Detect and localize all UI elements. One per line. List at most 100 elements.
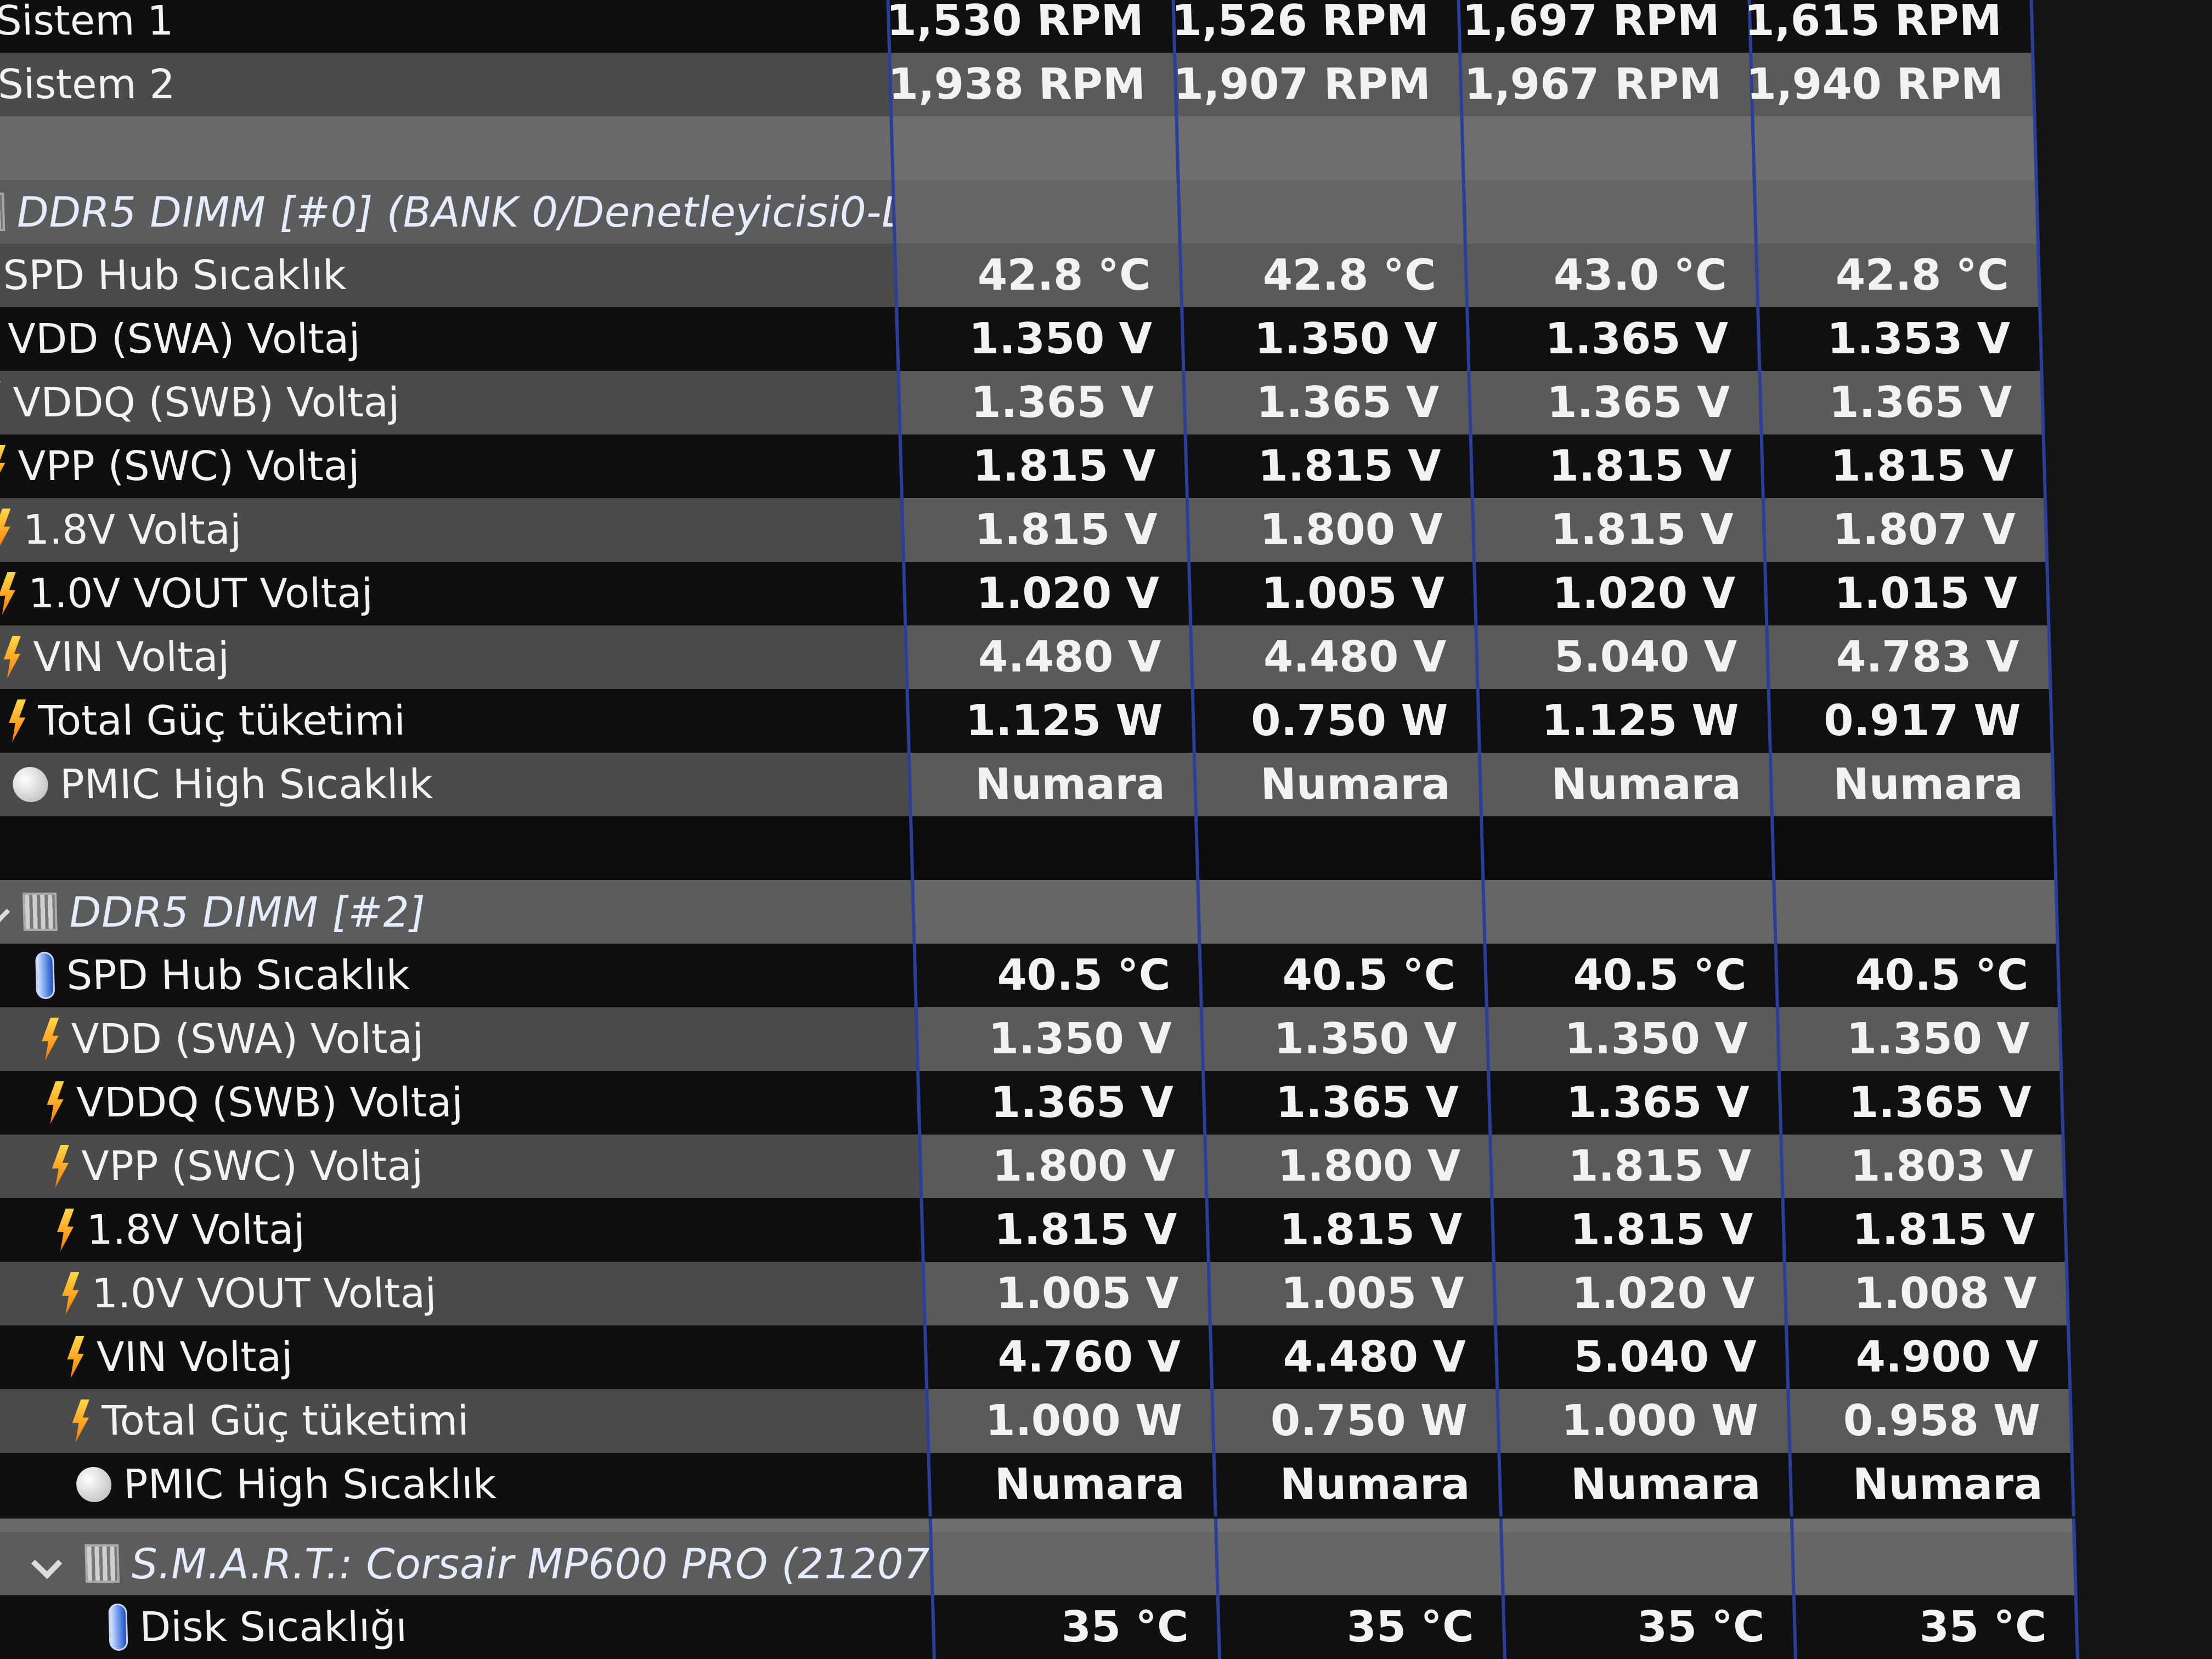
value-max: 40.5 °C: [1483, 944, 1776, 1007]
sensor-label-cell: VDDQ (SWB) Voltaj: [0, 1071, 918, 1135]
sensor-label-cell: PMIC High Sıcaklık: [0, 753, 910, 816]
value-min: 1.365 V: [1182, 371, 1469, 435]
sensor-label: SPD Hub Sıcaklık: [65, 952, 410, 999]
sensor-row[interactable]: PMIC High Sıcaklık Numara Numara Numara Numa…: [0, 753, 2056, 816]
sensor-row[interactable]: VPP (SWC) Voltaj 1.815 V 1.815 V 1.815 V 1.8…: [0, 435, 2047, 498]
value-current: 1.005 V: [921, 1262, 1209, 1325]
group-title: DDR5 DIMM [#0] (BANK 0/Denetleyicisi0-DI…: [16, 187, 893, 236]
sensor-row[interactable]: PMIC High Sıcaklık Numara Numara Numara Numa…: [0, 1453, 2075, 1516]
sensor-row[interactable]: VIN Voltaj 4.760 V 4.480 V 5.040 V 4.900 V: [0, 1325, 2072, 1389]
lightning-bolt-icon: [55, 1209, 75, 1251]
value-average: 1.365 V: [1758, 371, 2045, 435]
sensor-row[interactable]: SPD Hub Sıcaklık 40.5 °C 40.5 °C 40.5 °C 40.…: [0, 944, 2061, 1007]
sensor-row[interactable]: VIN Voltaj 4.480 V 4.480 V 5.040 V 4.783 V: [0, 625, 2052, 689]
value-min: 1.365 V: [1201, 1071, 1489, 1135]
value-max: 1,697 RPM: [1456, 0, 1750, 53]
sensor-label-cell: Sistem 1: [0, 0, 888, 53]
spacer-row: [0, 816, 2058, 880]
value-max: 1,967 RPM: [1458, 53, 1751, 116]
lightning-bolt-icon: [0, 381, 2, 424]
spacer-cell: [1480, 816, 1773, 880]
value-min: 35 °C: [1216, 1595, 1503, 1659]
value-max: 35 °C: [1501, 1595, 1794, 1659]
sensor-label: VIN Voltaj: [32, 634, 230, 681]
sensor-label-cell: Disk Sıcaklığı: [0, 1595, 933, 1659]
value-max: 1.815 V: [1469, 435, 1762, 498]
value-current: 1.350 V: [895, 307, 1182, 371]
sensor-row[interactable]: VPP (SWC) Voltaj 1.800 V 1.800 V 1.815 V 1.8…: [0, 1135, 2067, 1198]
value-current: 1.815 V: [919, 1198, 1207, 1262]
value-max: 5.040 V: [1494, 1325, 1787, 1389]
sensor-row[interactable]: 1.0V VOUT Voltaj 1.020 V 1.005 V 1.020 V 1.0…: [0, 562, 2051, 625]
group-header-smart-corsair-mp600[interactable]: S.M.A.R.T.: Corsair MP600 PRO (212079150…: [0, 1532, 2078, 1595]
value-min: 1.800 V: [1185, 498, 1473, 562]
sensor-row[interactable]: 1.0V VOUT Voltaj 1.005 V 1.005 V 1.020 V 1.0…: [0, 1262, 2070, 1325]
value-current: 1,938 RPM: [888, 53, 1175, 116]
value-max: 1.000 W: [1496, 1389, 1788, 1453]
value-average: Numara: [1788, 1453, 2075, 1516]
value-average: 4.900 V: [1785, 1325, 2072, 1389]
lightning-bolt-icon: [7, 699, 27, 742]
sensor-label-cell: SPD Hub Sıcaklık: [0, 244, 895, 307]
value-min: 1.350 V: [1180, 307, 1468, 371]
sensor-row-sistem-2[interactable]: Sistem 2 1,938 RPM 1,907 RPM 1,967 RPM 1…: [0, 53, 2036, 116]
lightning-bolt-icon: [66, 1336, 86, 1379]
collapse-chevron-icon[interactable]: [0, 900, 10, 924]
sensor-label: VPP (SWC) Voltaj: [81, 1143, 424, 1190]
sensor-label: VIN Voltaj: [96, 1334, 294, 1381]
value-max: Numara: [1497, 1453, 1790, 1516]
sensor-label-cell: SPD Hub Sıcaklık: [0, 944, 915, 1007]
value-average: 1.807 V: [1761, 498, 2049, 562]
value-max: 1.350 V: [1485, 1007, 1778, 1071]
value-max: Numara: [1477, 753, 1771, 816]
spacer-cell: [1499, 1532, 1792, 1595]
value-average: 0.917 W: [1767, 689, 2054, 753]
value-min: 1.005 V: [1187, 562, 1475, 625]
spacer-cell: [1772, 880, 2059, 944]
spacer-cell: [1462, 180, 1754, 244]
sensor-label-cell: PMIC High Sıcaklık: [0, 1453, 929, 1516]
lightning-bolt-icon: [0, 509, 12, 551]
value-average: 1,615 RPM: [1744, 0, 2035, 53]
value-max: 1.020 V: [1472, 562, 1765, 625]
spacer-row: [0, 116, 2038, 180]
spacer-cell: [929, 1532, 1216, 1595]
value-average: 4.783 V: [1765, 625, 2052, 689]
sensor-row[interactable]: VDDQ (SWB) Voltaj 1.365 V 1.365 V 1.365 V 1.…: [0, 371, 2045, 435]
sensor-row[interactable]: 1.8V Voltaj 1.815 V 1.800 V 1.815 V 1.807 V: [0, 498, 2049, 562]
spacer-cell: [1214, 1532, 1502, 1595]
sensor-label: 1.0V VOUT Voltaj: [91, 1270, 437, 1317]
sensor-row[interactable]: VDD (SWA) Voltaj 1.350 V 1.350 V 1.350 V 1.3…: [0, 1007, 2063, 1071]
value-average: 35 °C: [1792, 1595, 2079, 1659]
spacer-cell: [1194, 816, 1482, 880]
sensor-row-sistem-1[interactable]: Sistem 1 1,530 RPM 1,526 RPM 1,697 RPM 1…: [0, 0, 2035, 53]
value-average: 1,940 RPM: [1746, 53, 2036, 116]
sensor-label-cell: VIN Voltaj: [0, 1325, 926, 1389]
chevron-down-icon[interactable]: [31, 1548, 63, 1579]
sensor-row[interactable]: VDDQ (SWB) Voltaj 1.365 V 1.365 V 1.365 V 1.…: [0, 1071, 2065, 1135]
sensor-row[interactable]: VDD (SWA) Voltaj 1.350 V 1.350 V 1.365 V 1.3…: [0, 307, 2044, 371]
sensor-row[interactable]: 1.8V Voltaj 1.815 V 1.815 V 1.815 V 1.815 V: [0, 1198, 2068, 1262]
value-current: 4.760 V: [923, 1325, 1211, 1389]
sensor-label: Total Güç tüketimi: [101, 1397, 470, 1444]
disk-icon: [84, 1544, 120, 1583]
group-header-ddr5-dimm-2[interactable]: DDR5 DIMM [#2]: [0, 880, 2059, 944]
sensor-label-cell: Total Güç tüketimi: [0, 689, 907, 753]
thermometer-icon: [108, 1604, 128, 1651]
sensor-row[interactable]: SPD Hub Sıcaklık 42.8 °C 42.8 °C 43.0 °C 42.…: [0, 244, 2042, 307]
value-min: 1.815 V: [1183, 435, 1471, 498]
spacer-cell: [1176, 180, 1464, 244]
status-dot-icon: [12, 767, 49, 802]
sensor-label: 1.0V VOUT Voltaj: [27, 570, 374, 617]
sensor-label-cell: 1.8V Voltaj: [0, 498, 902, 562]
group-header-ddr5-dimm-0[interactable]: DDR5 DIMM [#0] (BANK 0/Denetleyicisi0-DI…: [0, 180, 2040, 244]
sensor-row[interactable]: Disk Sıcaklığı 35 °C 35 °C 35 °C 35 °C: [0, 1595, 2079, 1659]
value-min: Numara: [1192, 753, 1480, 816]
sensor-label: Sistem 1: [0, 0, 174, 44]
spacer-cell: [0, 116, 891, 180]
value-average: 40.5 °C: [1774, 944, 2061, 1007]
value-current: 1.815 V: [900, 498, 1188, 562]
sensor-label-cell: VPP (SWC) Voltaj: [0, 435, 900, 498]
